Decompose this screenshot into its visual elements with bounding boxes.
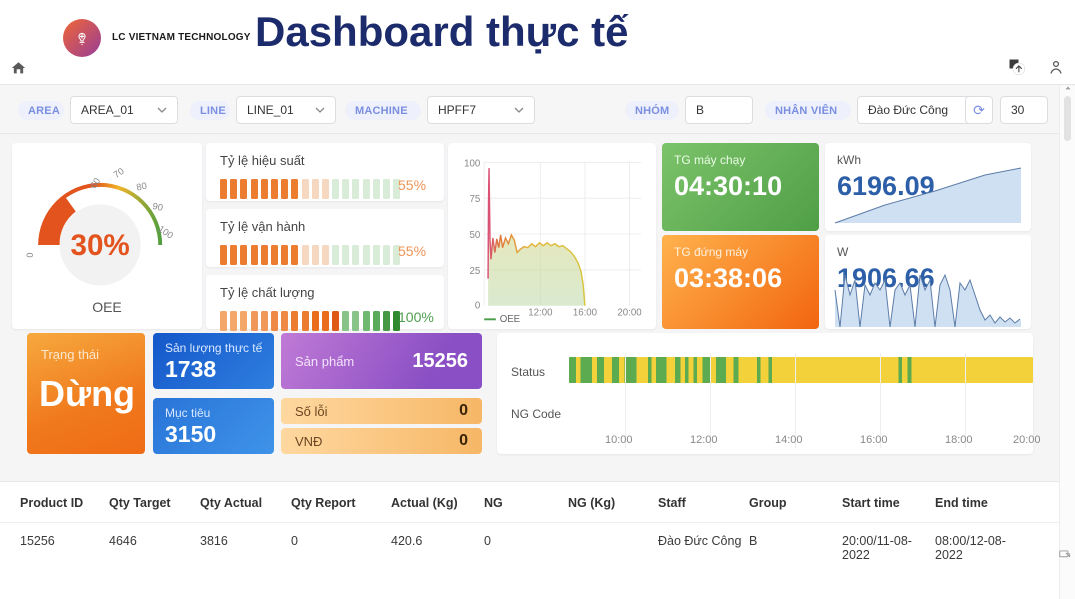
svg-text:20:00: 20:00 <box>617 307 641 318</box>
svg-text:16:00: 16:00 <box>573 307 597 318</box>
svg-text:70: 70 <box>112 166 126 180</box>
svg-text:0: 0 <box>475 301 480 312</box>
svg-text:90: 90 <box>152 201 164 213</box>
svg-text:OEE: OEE <box>500 314 521 325</box>
svg-text:0: 0 <box>25 252 35 257</box>
svg-text:25: 25 <box>470 266 481 277</box>
svg-text:75: 75 <box>470 194 481 205</box>
svg-text:100: 100 <box>464 158 480 169</box>
svg-text:30%: 30% <box>70 229 129 262</box>
svg-text:60: 60 <box>88 176 102 190</box>
svg-text:50: 50 <box>470 230 481 241</box>
svg-text:80: 80 <box>136 181 148 193</box>
svg-text:12:00: 12:00 <box>528 307 552 318</box>
